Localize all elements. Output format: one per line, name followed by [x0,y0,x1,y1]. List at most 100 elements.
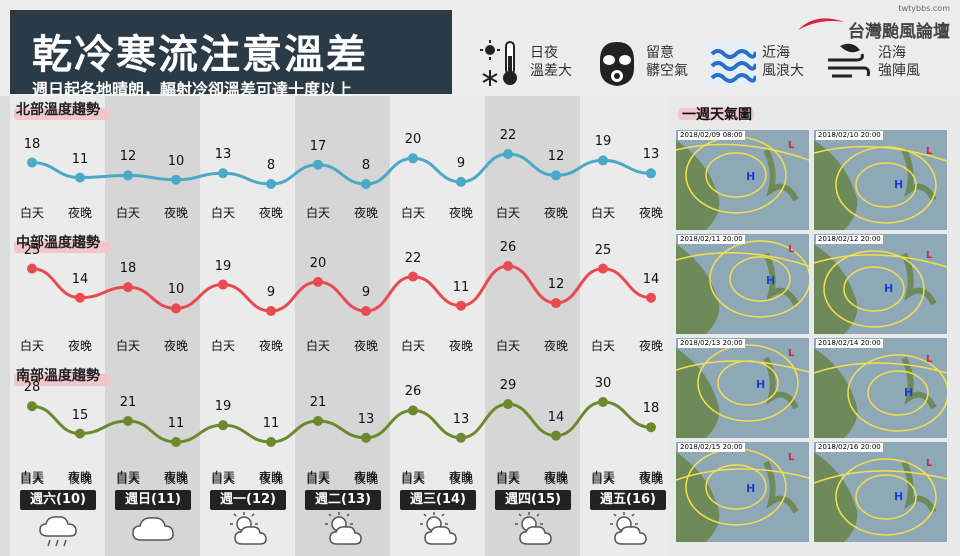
data-point [27,263,37,274]
period-label-day: 白天 [210,206,235,220]
weekly-weather-maps: 一週天氣圖 H L 2018/02/09 08:00 H L 2018/02/10 20:… [668,96,960,556]
weather-map-title: 一週天氣圖 [682,107,752,123]
data-label: 20 [404,132,422,148]
sun-cloud-icon [218,510,278,550]
period-label-day: 白天 [495,472,520,486]
period-label-night: 夜晚 [448,339,473,353]
period-label-day: 白天 [210,472,235,486]
data-label: 9 [266,285,276,300]
data-label: 13 [357,411,375,427]
period-label-night: 夜晚 [543,206,568,220]
data-point [171,174,181,185]
period-label-day: 白天 [19,470,44,484]
thermometer-sun-snow-icon [478,38,524,90]
data-label: 9 [361,285,371,300]
data-point [646,168,656,179]
data-point [456,432,466,443]
data-point [551,430,561,441]
period-label-night: 夜晚 [638,472,663,486]
data-label: 11 [71,151,89,167]
data-point [75,428,85,439]
period-label-day: 白天 [400,206,425,220]
legend-label-line1: 留意 [646,45,674,61]
period-label-day: 白天 [115,206,140,220]
high-pressure-marker: H [746,170,755,183]
high-pressure-marker: H [894,178,903,191]
day-label: 週三(14) [400,490,476,510]
data-point [313,415,323,426]
period-label-day: 白天 [495,206,520,220]
data-label: 11 [452,279,470,295]
period-label-day: 白天 [19,339,44,353]
period-label-day: 白天 [400,339,425,353]
legend-label-line2: 溫差大 [530,63,572,79]
data-label: 18 [642,401,660,417]
data-point [551,298,561,309]
weather-map-date: 2018/02/14 20:00 [816,339,883,348]
high-pressure-marker: H [756,378,765,391]
data-point [361,179,371,189]
data-point [266,179,276,189]
data-point [218,279,228,290]
data-label: 12 [547,277,565,293]
data-label: 19 [214,258,232,274]
data-label: 26 [404,384,422,400]
data-label: 14 [642,271,660,287]
data-label: 15 [71,407,89,423]
column-shade [105,96,200,556]
section-title-central: 中部溫度趨勢 [16,235,100,251]
period-label-night: 夜晚 [353,339,378,353]
period-label-day: 白天 [115,472,140,486]
gas-mask-icon [594,38,640,90]
data-point [171,303,181,314]
data-point [27,157,37,168]
data-label: 14 [547,409,565,425]
period-label-day: 白天 [19,206,44,220]
column-shade [295,96,390,556]
data-point [646,422,656,433]
weather-map-tile: H L 2018/02/15 20:00 [676,442,809,542]
weather-map-tile: H L 2018/02/10 20:00 [814,130,947,230]
weather-map-date: 2018/02/09 08:00 [678,131,745,140]
data-point [266,306,276,316]
period-label-night: 夜晚 [258,470,283,484]
weather-map-date: 2018/02/16 20:00 [816,443,883,452]
period-label-night: 夜晚 [163,206,188,220]
data-label: 13 [214,147,232,163]
period-label-night: 夜晚 [163,470,188,484]
period-label-night: 夜晚 [67,472,92,486]
period-label-day: 白天 [590,470,615,484]
data-label: 18 [119,261,137,277]
data-label: 21 [309,394,327,410]
high-pressure-marker: H [884,282,893,295]
data-point [646,292,656,303]
high-pressure-marker: H [746,482,755,495]
data-label: 22 [499,128,517,143]
period-label-day: 白天 [115,470,140,484]
period-label-day: 白天 [305,470,330,484]
period-label-night: 夜晚 [258,472,283,486]
period-label-day: 白天 [495,470,520,484]
data-label: 12 [119,149,137,165]
temperature-chart-svg [27,149,656,447]
data-label: 22 [404,250,422,266]
period-label-night: 夜晚 [163,339,188,353]
data-point [313,159,323,170]
data-label: 25 [594,242,612,258]
data-label: 11 [167,416,185,431]
brand: twtybbs.com 台灣颱風論壇 [798,4,950,42]
period-label-night: 夜晚 [163,472,188,486]
sun-cloud-icon [408,510,468,550]
data-label: 30 [594,376,612,391]
period-label-day: 白天 [19,472,44,486]
data-label: 14 [71,271,89,287]
data-label: 29 [499,378,517,394]
period-label-night: 夜晚 [543,472,568,486]
sun-cloud-icon [598,510,658,550]
low-pressure-marker: L [788,140,795,151]
column-shade [485,96,580,556]
data-point [75,172,85,183]
data-point [503,149,513,159]
cloud-icon [123,510,183,550]
brand-swoosh-icon [798,18,844,30]
